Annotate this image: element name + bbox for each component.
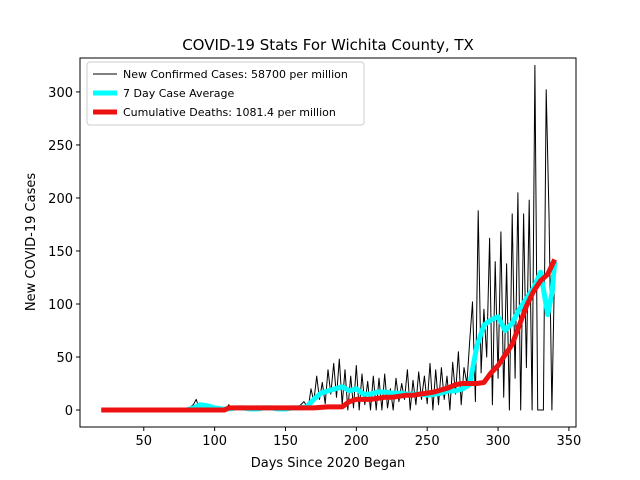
series-layer [101,64,558,413]
legend-label-average: 7 Day Case Average [123,87,235,100]
x-tick-label: 300 [486,434,511,449]
x-tick-label: 150 [273,434,298,449]
y-tick-label: 300 [48,86,73,101]
x-tick-label: 100 [202,434,227,449]
y-tick-label: 50 [56,351,73,366]
y-tick-label: 250 [48,139,73,154]
x-tick-label: 250 [415,434,440,449]
y-axis: 0 50 100 150 200 250 300 [48,86,80,419]
y-tick-label: 150 [48,245,73,260]
plot-frame [79,57,577,428]
series-line-deaths [101,258,557,413]
legend-box [86,61,365,126]
y-tick-label: 0 [65,404,73,419]
legend-label-deaths: Cumulative Deaths: 1081.4 per million [123,106,336,119]
chart-title: COVID-19 Stats For Wichita County, TX [182,36,474,54]
y-axis-title: New COVID-19 Cases [24,173,39,311]
x-tick-label: 200 [344,434,369,449]
x-tick-label: 50 [135,434,152,449]
x-tick-label: 350 [557,434,582,449]
x-axis: 50 100 150 200 250 300 350 [135,427,581,449]
y-tick-label: 100 [48,298,73,313]
y-tick-label: 200 [48,192,73,207]
x-axis-title: Days Since 2020 Began [251,456,406,471]
legend-label-cases: New Confirmed Cases: 58700 per million [123,68,348,81]
legend: New Confirmed Cases: 58700 per million 7… [86,61,365,126]
